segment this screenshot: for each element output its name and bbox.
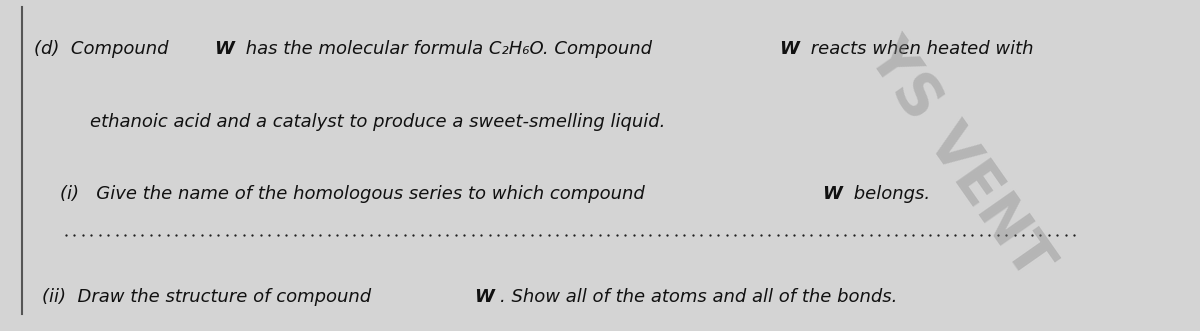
Text: reacts when heated with: reacts when heated with xyxy=(805,40,1033,58)
Text: (ii)  Draw the structure of compound: (ii) Draw the structure of compound xyxy=(42,288,377,306)
Text: YS VENT: YS VENT xyxy=(857,28,1063,289)
Text: ethanoic acid and a catalyst to produce a sweet-smelling liquid.: ethanoic acid and a catalyst to produce … xyxy=(90,113,665,130)
Text: belongs.: belongs. xyxy=(847,185,930,203)
Text: . Show all of the atoms and all of the bonds.: . Show all of the atoms and all of the b… xyxy=(499,288,898,306)
Text: W: W xyxy=(779,40,799,58)
Text: W: W xyxy=(474,288,494,306)
Text: (d)  Compound: (d) Compound xyxy=(34,40,174,58)
Text: W: W xyxy=(822,185,842,203)
Text: has the molecular formula C₂H₆O. Compound: has the molecular formula C₂H₆O. Compoun… xyxy=(240,40,658,58)
Text: (i)   Give the name of the homologous series to which compound: (i) Give the name of the homologous seri… xyxy=(60,185,650,203)
Text: W: W xyxy=(215,40,234,58)
